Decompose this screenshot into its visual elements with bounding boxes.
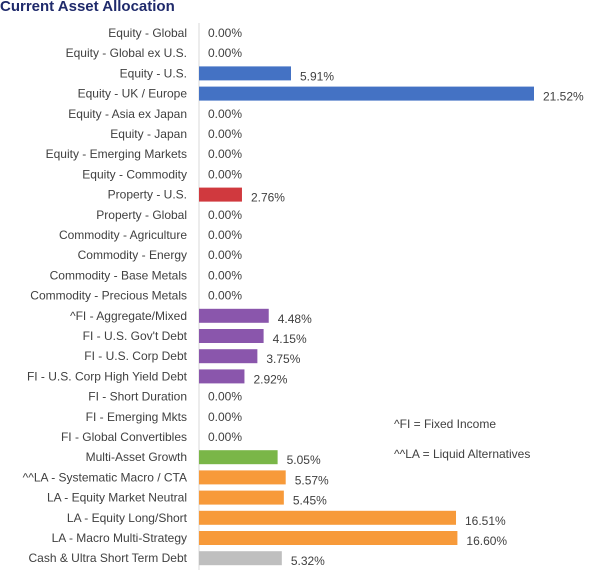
category-label: Equity - Asia ex Japan <box>68 107 187 121</box>
data-label: 16.60% <box>466 534 507 548</box>
data-label: 4.48% <box>278 312 312 326</box>
bar <box>199 470 286 485</box>
category-label: Equity - Emerging Markets <box>46 147 187 161</box>
category-label: Multi-Asset Growth <box>86 450 187 464</box>
data-label: 0.00% <box>208 127 242 141</box>
bar <box>199 349 258 364</box>
bar <box>199 450 278 465</box>
data-label: 0.00% <box>208 268 242 282</box>
category-label: FI - U.S. Corp High Yield Debt <box>27 369 188 383</box>
data-label: 0.00% <box>208 228 242 242</box>
data-label: 3.75% <box>266 352 300 366</box>
annotation-fixed-income: ^FI = Fixed Income <box>394 417 496 431</box>
data-label: 5.32% <box>291 554 325 568</box>
bar <box>199 369 245 384</box>
data-label: 16.51% <box>465 514 506 528</box>
data-label: 0.00% <box>208 248 242 262</box>
category-label: ^FI - Aggregate/Mixed <box>70 309 187 323</box>
data-label: 5.45% <box>293 494 327 508</box>
category-label: Equity - Japan <box>110 127 187 141</box>
category-label: Property - Global <box>96 208 187 222</box>
data-label: 0.00% <box>208 167 242 181</box>
data-label: 0.00% <box>208 26 242 40</box>
category-label: Commodity - Base Metals <box>50 268 187 282</box>
data-label: 2.76% <box>251 191 285 205</box>
bar <box>199 86 534 101</box>
bar <box>199 490 284 505</box>
category-label: ^^LA - Systematic Macro / CTA <box>23 470 187 484</box>
data-label: 0.00% <box>208 208 242 222</box>
category-label: Cash & Ultra Short Term Debt <box>28 551 187 565</box>
category-label: LA - Equity Market Neutral <box>47 491 187 505</box>
category-label: Commodity - Precious Metals <box>30 289 187 303</box>
category-label: Equity - Commodity <box>82 167 187 181</box>
category-label: FI - Global Convertibles <box>61 430 187 444</box>
bar <box>199 66 292 81</box>
data-label: 0.00% <box>208 410 242 424</box>
bar <box>199 531 458 545</box>
bar <box>199 187 242 202</box>
data-label: 4.15% <box>273 332 307 346</box>
data-label: 2.92% <box>253 372 287 386</box>
category-label: LA - Equity Long/Short <box>67 511 188 525</box>
data-label: 0.00% <box>208 107 242 121</box>
category-label: FI - Short Duration <box>88 390 187 404</box>
data-label: 5.91% <box>300 69 334 83</box>
data-label: 0.00% <box>208 289 242 303</box>
category-label: Equity - Global <box>108 26 187 40</box>
category-label: FI - U.S. Corp Debt <box>84 349 187 363</box>
bar <box>199 510 457 525</box>
chart-title: Current Asset Allocation <box>0 0 175 15</box>
category-label: FI - Emerging Mkts <box>86 410 187 424</box>
bar <box>199 329 264 343</box>
category-label: Property - U.S. <box>108 188 187 202</box>
category-label: Equity - Global ex U.S. <box>66 46 187 60</box>
data-label: 0.00% <box>208 46 242 60</box>
category-label: LA - Macro Multi-Strategy <box>52 531 187 545</box>
bar <box>199 308 269 323</box>
category-label: Commodity - Energy <box>78 248 187 262</box>
data-label: 0.00% <box>208 430 242 444</box>
bar <box>199 551 282 566</box>
category-label: Equity - UK / Europe <box>78 87 188 101</box>
data-label: 0.00% <box>208 147 242 161</box>
annotation-liquid-alternatives: ^^LA = Liquid Alternatives <box>394 447 530 461</box>
data-label: 5.57% <box>295 473 329 487</box>
category-label: FI - U.S. Gov't Debt <box>83 329 188 343</box>
data-label: 0.00% <box>208 390 242 404</box>
data-label: 5.05% <box>287 453 321 467</box>
data-label: 21.52% <box>543 90 584 104</box>
category-label: Commodity - Agriculture <box>59 228 187 242</box>
category-label: Equity - U.S. <box>120 66 187 80</box>
